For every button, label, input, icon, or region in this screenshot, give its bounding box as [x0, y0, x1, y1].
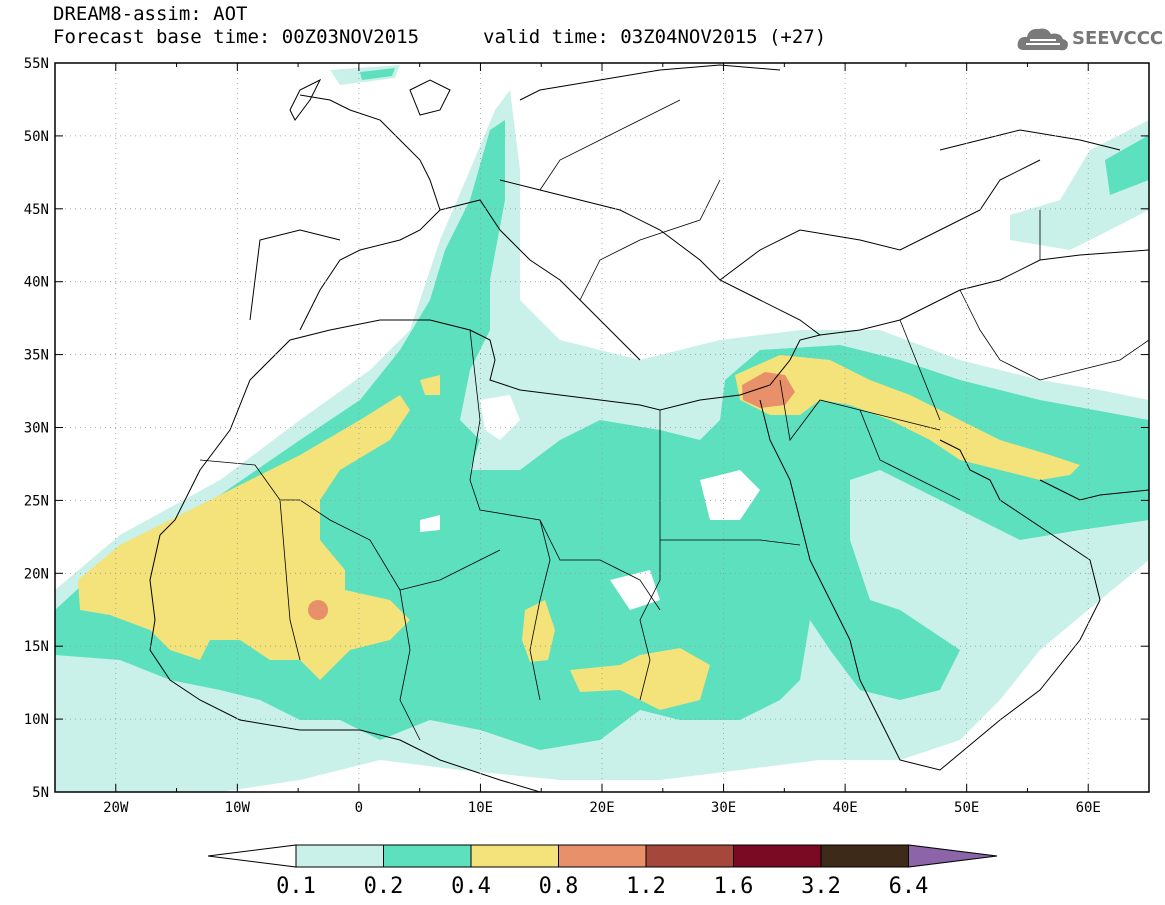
borders: [199, 99, 1149, 741]
aot-band-0.8: [308, 372, 795, 620]
logo-text: SEEVCCC: [1072, 28, 1164, 49]
colorbar-swatch: [295, 844, 384, 868]
colorbar-level-label: 1.2: [626, 874, 666, 899]
lon-tick-label: 60E: [1076, 800, 1101, 816]
colorbar-level-label: 0.4: [451, 874, 491, 899]
lat-tick-label: 35N: [24, 348, 49, 364]
aot-field: [55, 64, 1149, 792]
lat-tick-label: 10N: [24, 712, 49, 728]
colorbar-swatch: [470, 844, 559, 868]
lat-tick-label: 5N: [32, 785, 49, 801]
lat-tick-label: 50N: [24, 129, 49, 145]
valid-time: valid time: 03Z04NOV2015 (+27): [483, 26, 827, 48]
colorbar-swatch: [383, 844, 472, 868]
lon-tick-label: 20E: [589, 800, 614, 816]
aot-band-below: [420, 395, 760, 610]
axis-ticks: [55, 62, 1149, 793]
colorbar-level-label: 0.8: [539, 874, 579, 899]
colorbar-swatch: [733, 844, 822, 868]
lon-tick-label: 10E: [468, 800, 493, 816]
colorbar-level-label: 1.6: [714, 874, 754, 899]
lon-tick-label: 20W: [103, 800, 129, 816]
map-title: DREAM8-assim: AOT: [53, 3, 248, 25]
colorbar-level-label: 3.2: [801, 874, 841, 899]
lon-tick-label: 40E: [832, 800, 857, 816]
colorbar-arrow-high: [908, 844, 998, 868]
colorbar-level-label: 6.4: [889, 874, 929, 899]
lat-tick-label: 40N: [24, 275, 49, 291]
lat-tick-label: 15N: [24, 639, 49, 655]
colorbar-swatch: [645, 844, 734, 868]
colorbar-arrow-low: [207, 844, 297, 868]
lat-tick-label: 45N: [24, 202, 49, 218]
lon-tick-labels: 20W 10W 0 10E 20E 30E 40E 50E 60E: [103, 800, 1101, 816]
colorbar-level-label: 0.2: [364, 874, 404, 899]
coastlines: [149, 64, 1149, 792]
lon-tick-label: 50E: [954, 800, 979, 816]
lon-tick-label: 30E: [711, 800, 736, 816]
colorbar-swatch: [558, 844, 647, 868]
lat-tick-label: 30N: [24, 421, 49, 437]
forecast-base-time: Forecast base time: 00Z03NOV2015: [53, 26, 420, 48]
lat-tick-label: 55N: [24, 56, 49, 72]
colorbar: 0.1 0.2 0.4 0.8 1.2 1.6 3.2 6.4: [207, 844, 998, 899]
lat-tick-label: 20N: [24, 566, 49, 582]
colorbar-swatch: [820, 844, 909, 868]
lon-tick-label: 10W: [225, 800, 251, 816]
seevccc-logo: SEEVCCC: [1016, 24, 1163, 56]
colorbar-level-label: 0.1: [276, 874, 316, 899]
cloud-logo-icon: [1017, 28, 1068, 51]
lon-tick-label: 0: [355, 800, 363, 816]
lat-tick-labels: 55N 50N 45N 40N 35N 30N 25N 20N 15N 10N 5N: [24, 56, 49, 801]
lat-tick-label: 25N: [24, 493, 49, 509]
